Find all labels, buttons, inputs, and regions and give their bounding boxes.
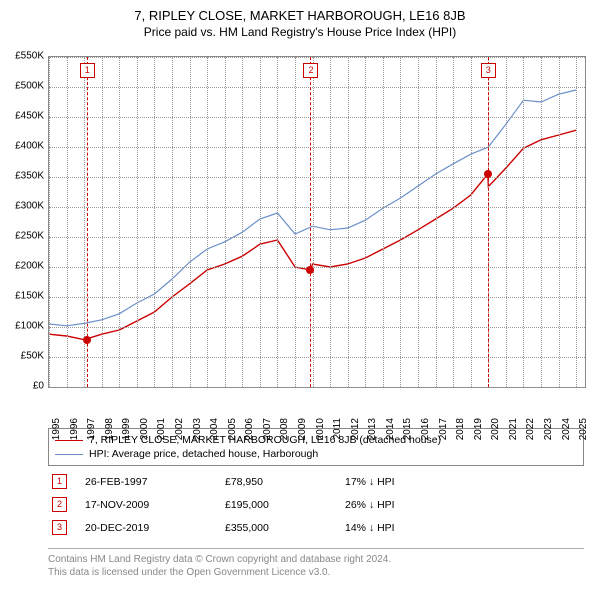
x-tick-label: 2013 [367,418,378,440]
sales-row: 1 26-FEB-1997£78,95017% ↓ HPI [48,470,584,493]
x-tick-label: 2006 [244,418,255,440]
x-tick-label: 1997 [86,418,97,440]
footer-line2: This data is licensed under the Open Gov… [48,566,584,579]
x-tick-label: 2014 [385,418,396,440]
y-tick-label: £500K [4,81,44,92]
x-tick-label: 1995 [51,418,62,440]
y-tick-label: £200K [4,261,44,272]
x-tick-label: 2025 [578,418,589,440]
x-tick-label: 2008 [279,418,290,440]
sales-date: 17-NOV-2009 [85,499,225,511]
x-tick-label: 2001 [156,418,167,440]
x-tick-label: 2004 [209,418,220,440]
y-tick-label: £300K [4,201,44,212]
sales-table: 1 26-FEB-1997£78,95017% ↓ HPI 2 17-NOV-2009… [48,470,584,539]
sales-diff: 17% ↓ HPI [345,476,465,488]
footer-attribution: Contains HM Land Registry data © Crown c… [48,548,584,579]
sale-dot-3 [484,170,492,178]
legend-item: HPI: Average price, detached house, Harb… [55,447,577,461]
x-tick-label: 2022 [525,418,536,440]
sales-diff: 26% ↓ HPI [345,499,465,511]
x-tick-label: 2003 [192,418,203,440]
x-tick-label: 1999 [121,418,132,440]
y-tick-label: £550K [4,51,44,62]
y-tick-label: £250K [4,231,44,242]
sales-marker: 3 [52,520,67,535]
x-tick-label: 2021 [508,418,519,440]
x-tick-label: 2020 [490,418,501,440]
y-tick-label: £150K [4,291,44,302]
sales-price: £355,000 [225,522,345,534]
x-tick-label: 2015 [402,418,413,440]
chart-title: 7, RIPLEY CLOSE, MARKET HARBOROUGH, LE16… [0,0,600,23]
sales-diff: 14% ↓ HPI [345,522,465,534]
footer-line1: Contains HM Land Registry data © Crown c… [48,553,584,566]
y-tick-label: £400K [4,141,44,152]
legend-swatch [55,454,83,455]
sale-dot-2 [306,266,314,274]
x-tick-label: 1996 [69,418,80,440]
x-tick-label: 2011 [332,418,343,440]
x-tick-label: 2012 [350,418,361,440]
x-tick-label: 2016 [420,418,431,440]
y-tick-label: £350K [4,171,44,182]
y-tick-label: £450K [4,111,44,122]
x-tick-label: 2017 [438,418,449,440]
sales-row: 2 17-NOV-2009£195,00026% ↓ HPI [48,493,584,516]
chart-subtitle: Price paid vs. HM Land Registry's House … [0,23,600,45]
x-tick-label: 2023 [543,418,554,440]
x-tick-label: 2024 [561,418,572,440]
x-tick-label: 2019 [473,418,484,440]
sales-marker: 1 [52,474,67,489]
sale-marker-1: 1 [80,63,95,78]
y-tick-label: £100K [4,321,44,332]
x-tick-label: 2005 [227,418,238,440]
sale-marker-3: 3 [481,63,496,78]
sales-date: 26-FEB-1997 [85,476,225,488]
x-tick-label: 2002 [174,418,185,440]
y-tick-label: £50K [4,351,44,362]
line-series-svg [49,57,585,387]
sales-price: £195,000 [225,499,345,511]
sales-row: 3 20-DEC-2019£355,00014% ↓ HPI [48,516,584,539]
x-tick-label: 2007 [262,418,273,440]
x-tick-label: 1998 [104,418,115,440]
x-tick-label: 2000 [139,418,150,440]
sale-marker-2: 2 [303,63,318,78]
x-tick-label: 2018 [455,418,466,440]
plot-area: 1 2 3 [48,56,586,388]
legend-label: HPI: Average price, detached house, Harb… [89,448,318,460]
y-tick-label: £0 [4,381,44,392]
x-tick-label: 2009 [297,418,308,440]
chart-container: 7, RIPLEY CLOSE, MARKET HARBOROUGH, LE16… [0,0,600,590]
sales-date: 20-DEC-2019 [85,522,225,534]
x-tick-label: 2010 [315,418,326,440]
sales-price: £78,950 [225,476,345,488]
sale-dot-1 [83,336,91,344]
sales-marker: 2 [52,497,67,512]
